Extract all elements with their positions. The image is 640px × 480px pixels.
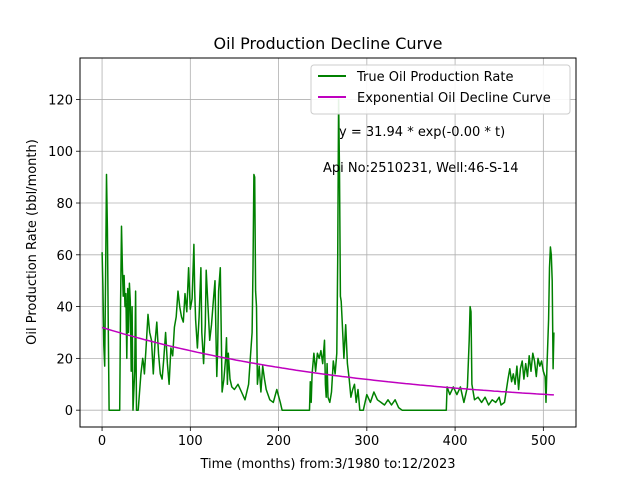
axes-frame — [79, 57, 577, 428]
y-tick-label: 80 — [56, 197, 73, 212]
x-tick-label: 200 — [266, 434, 291, 449]
x-tick-label: 400 — [443, 434, 468, 449]
y-axis-label: Oil Production Rate (bbl/month) — [25, 139, 40, 345]
axis-ticks: 0 100 200 300 400 500 0 20 40 60 80 100 120 — [48, 93, 556, 449]
chart-title: Oil Production Decline Curve — [214, 34, 443, 53]
legend: True Oil Production Rate Exponential Oil… — [310, 64, 571, 115]
plot-area — [101, 98, 555, 411]
x-axis-label: Time (months) from:3/1980 to:12/2023 — [199, 457, 455, 472]
x-tick-label: 300 — [354, 434, 379, 449]
y-tick-label: 40 — [56, 301, 73, 316]
y-tick-label: 60 — [56, 249, 73, 264]
equation-annotation: y = 31.94 * exp(-0.00 * t) — [339, 125, 505, 140]
y-tick-label: 100 — [48, 145, 73, 160]
series-true-oil-production-rate — [101, 98, 555, 411]
legend-box — [310, 64, 571, 115]
x-tick-label: 0 — [98, 434, 106, 449]
y-tick-label: 20 — [56, 352, 73, 367]
y-tick-label: 0 — [65, 404, 73, 419]
well-annotation: Api No:2510231, Well:46-S-14 — [323, 161, 519, 176]
y-tick-label: 120 — [48, 93, 73, 108]
legend-label-decline-curve: Exponential Oil Decline Curve — [357, 91, 551, 106]
series-exponential-oil-decline-curve — [101, 326, 554, 396]
x-tick-label: 500 — [531, 434, 556, 449]
grid — [80, 58, 576, 427]
legend-label-true-rate: True Oil Production Rate — [356, 70, 513, 85]
x-tick-label: 100 — [178, 434, 203, 449]
